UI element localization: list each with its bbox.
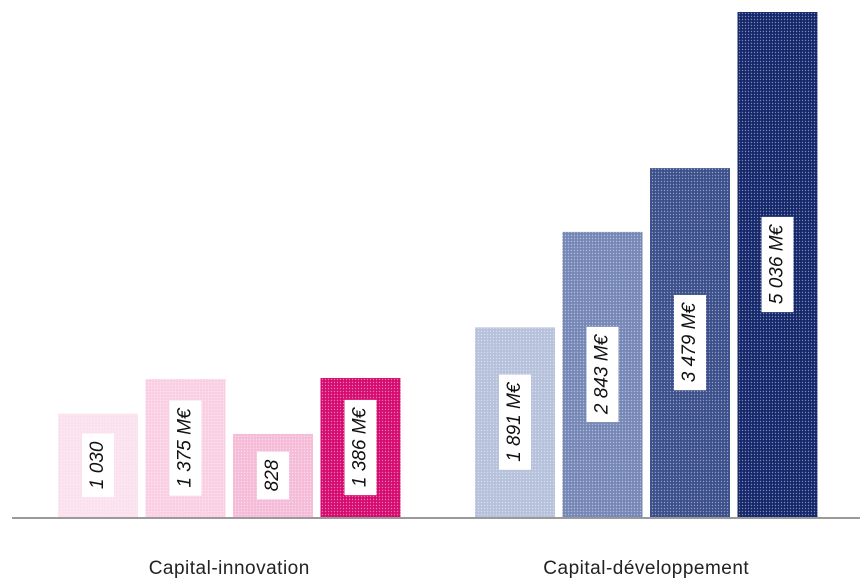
- value-label-box: [499, 374, 531, 470]
- value-label: 1 375 M€: [175, 407, 196, 488]
- value-label-box: [169, 400, 202, 496]
- value-label-box: [257, 451, 289, 500]
- value-label-box: [344, 399, 377, 496]
- value-label: 5 036 M€: [767, 223, 788, 304]
- value-label: 3 479 M€: [679, 302, 700, 383]
- category-label: Capital-innovation: [149, 558, 310, 579]
- category-label: Capital-développement: [543, 558, 749, 579]
- value-label-box: [761, 216, 794, 313]
- value-label: 1 386 M€: [350, 406, 371, 487]
- value-label-box: [674, 294, 706, 391]
- value-label-box: [586, 326, 619, 423]
- value-label: 1 030: [87, 441, 108, 489]
- value-label: 2 843 M€: [592, 333, 613, 415]
- value-label: 828: [262, 459, 283, 491]
- value-label-box: [82, 433, 114, 498]
- value-label: 1 891 M€: [504, 381, 525, 462]
